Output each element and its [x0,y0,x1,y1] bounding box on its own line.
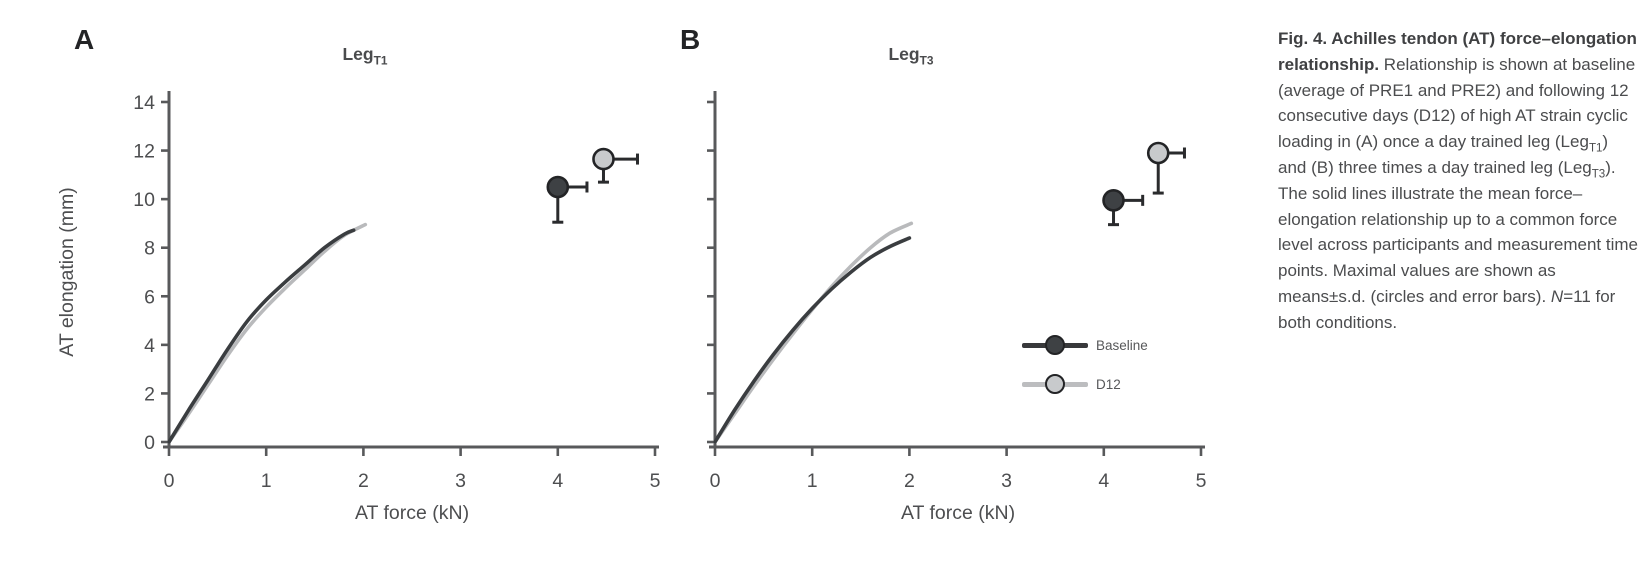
panel-b-label: B [680,24,701,55]
y-tick-label: 14 [133,92,155,114]
legend-label-d12: D12 [1096,376,1121,392]
caption-sub-t1: T1 [1588,142,1603,155]
d12-circle-icon [1045,374,1065,394]
chart-panel-b: 0 1 2 3 4 5 AT force (kN) [707,91,1206,524]
caption-sub-t3: T3 [1591,168,1606,181]
figure-caption: Fig. 4. Achilles tendon (AT) force–elong… [1278,26,1640,336]
caption-body-3: ). The solid lines illustrate the mean f… [1278,157,1638,306]
curve-d12 [167,222,368,444]
x-tick-label: 0 [710,470,721,492]
y-tick-label: 6 [144,286,155,308]
panel-b-title-main: Leg [888,44,920,64]
x-tick-label: 4 [552,470,563,492]
axes: 0 1 2 3 4 5 [707,91,1206,492]
max-point-d12 [1146,141,1186,195]
panel-a-title-sub: T1 [373,53,388,68]
d12-marker-icon [1022,374,1088,394]
max-point-d12 [592,147,640,184]
x-tick-label: 3 [455,470,466,492]
caption-n-italic: N [1550,286,1564,306]
panel-b-title-sub: T3 [919,53,934,68]
max-point-baseline [546,175,589,224]
curve-baseline [713,236,912,444]
y-axis-label: AT elongation (mm) [56,187,78,356]
legend-entry-baseline: Baseline [1022,334,1148,356]
x-tick-label: 2 [358,470,369,492]
curve-baseline [167,228,356,444]
y-tick-label: 10 [133,189,155,211]
y-tick-label: 4 [144,335,155,357]
panel-a-title-main: Leg [342,44,374,64]
baseline-circle-icon [1045,335,1065,355]
legend: Baseline D12 [1022,334,1148,395]
panel-a-title: LegT1 [342,44,387,66]
caption-body-4: =11 for both conditions. [1278,286,1616,332]
x-axis-label: AT force (kN) [355,502,469,524]
y-tick-label: 8 [144,238,155,260]
legend-label-baseline: Baseline [1096,337,1148,353]
caption-body-1: Relationship is shown at baseline (avera… [1278,54,1636,152]
y-tick-label: 0 [144,432,155,454]
x-tick-label: 5 [1196,470,1206,492]
legend-entry-d12: D12 [1022,373,1148,395]
panel-b-title: LegT3 [888,44,933,66]
x-tick-label: 3 [1001,470,1012,492]
y-tick-label: 2 [144,383,155,405]
x-tick-label: 1 [261,470,272,492]
x-tick-label: 1 [807,470,818,492]
baseline-marker-icon [1022,335,1088,355]
x-tick-label: 4 [1098,470,1109,492]
panel-a-label: A [74,24,95,55]
curve-d12 [713,221,914,444]
max-point-baseline [1102,189,1145,227]
caption-body-2: ) and (B) three times a day trained leg … [1278,132,1609,177]
caption-bold-lead: Fig. 4. Achilles tendon (AT) force–elong… [1278,29,1637,74]
x-tick-label: 2 [904,470,915,492]
x-tick-label: 0 [164,470,175,492]
y-tick-label: 12 [133,141,155,163]
x-axis-label: AT force (kN) [901,502,1015,524]
x-tick-label: 5 [650,470,660,492]
